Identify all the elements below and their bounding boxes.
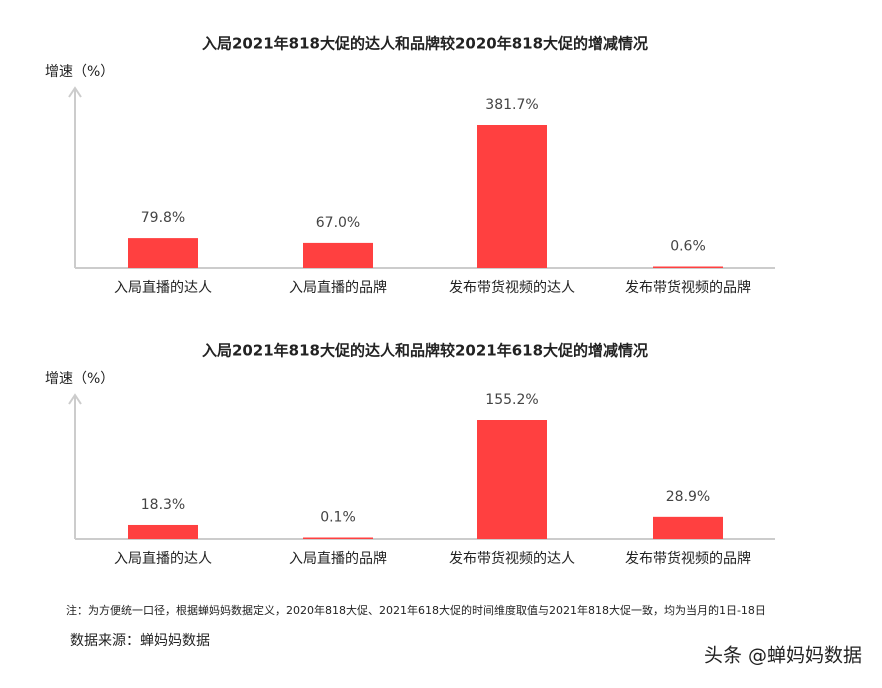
value-label: 381.7%: [485, 97, 538, 113]
y-axis-arrow: [68, 86, 82, 98]
bar: [128, 524, 198, 539]
value-label: 0.1%: [320, 510, 356, 526]
value-label: 0.6%: [670, 239, 706, 255]
value-label: 67.0%: [316, 215, 360, 231]
x-tick-label: 入局直播的品牌: [289, 279, 387, 296]
y-axis-label: 增速（%）: [45, 64, 114, 80]
bar: [653, 516, 723, 539]
y-axis-arrow: [68, 393, 82, 405]
chart-title: 入局2021年818大促的达人和品牌较2020年818大促的增减情况: [202, 35, 648, 53]
bar: [477, 125, 547, 268]
value-label: 155.2%: [485, 392, 538, 408]
x-tick-label: 发布带货视频的达人: [449, 279, 575, 296]
bar: [653, 266, 723, 268]
value-label: 28.9%: [666, 489, 710, 505]
x-tick-label: 入局直播的达人: [114, 550, 212, 567]
y-axis-label: 增速（%）: [45, 371, 114, 387]
source: 数据来源：蝉妈妈数据: [70, 633, 210, 649]
value-label: 18.3%: [141, 497, 185, 513]
x-tick-label: 发布带货视频的品牌: [625, 550, 751, 567]
note: 注：为方便统一口径，根据蝉妈妈数据定义，2020年818大促、2021年618大…: [66, 603, 766, 617]
bar: [128, 238, 198, 268]
bar: [303, 537, 373, 539]
x-tick-label: 发布带货视频的品牌: [625, 279, 751, 296]
brand: 头条 @蝉妈妈数据: [704, 645, 862, 667]
bar: [477, 420, 547, 539]
value-label: 79.8%: [141, 210, 185, 226]
bar: [303, 242, 373, 268]
x-tick-label: 发布带货视频的达人: [449, 550, 575, 567]
x-tick-label: 入局直播的品牌: [289, 550, 387, 567]
x-tick-label: 入局直播的达人: [114, 279, 212, 296]
chart-title: 入局2021年818大促的达人和品牌较2021年618大促的增减情况: [202, 342, 648, 360]
